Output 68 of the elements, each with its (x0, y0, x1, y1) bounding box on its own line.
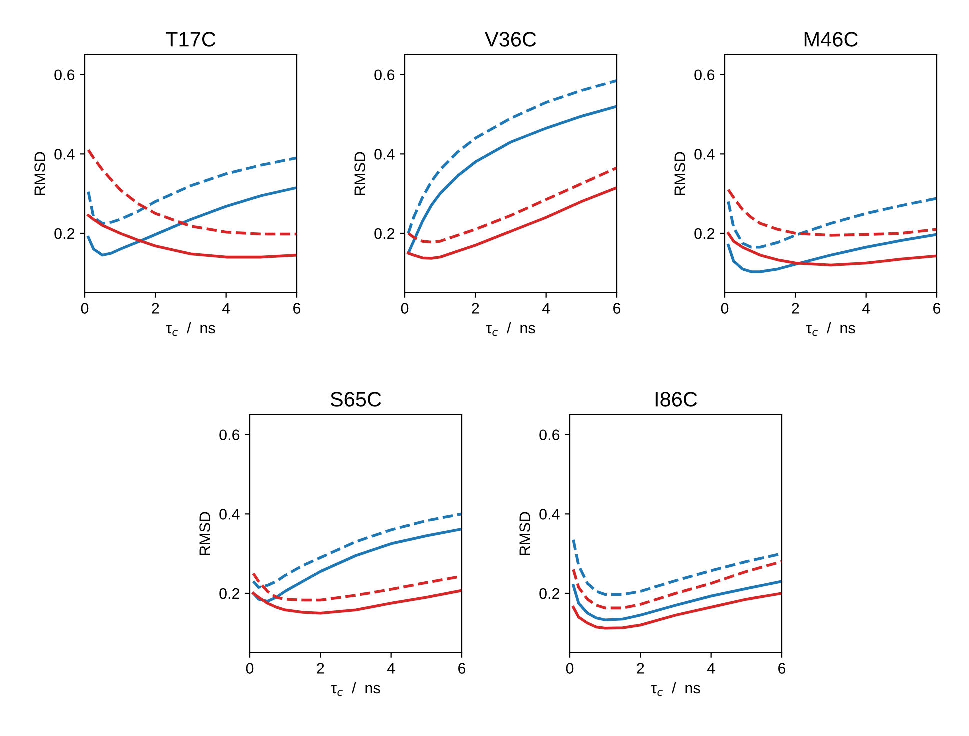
x-tick-label: 4 (387, 663, 396, 674)
line-series (252, 512, 462, 589)
x-axis-title: τ$_{c}$ / ns (651, 682, 700, 696)
y-tick-label: 0.6 (54, 70, 75, 81)
y-tick-label: 0.2 (54, 228, 75, 240)
line-series (572, 592, 782, 630)
y-tick-label: 0.6 (374, 70, 395, 81)
x-tick-label: 4 (222, 303, 230, 314)
x-tick-label: 4 (542, 303, 550, 314)
x-tick-label: 2 (637, 663, 644, 674)
line-series (407, 186, 617, 260)
y-tick-label: 0.2 (540, 588, 560, 600)
y-tick-label: 0.4 (540, 509, 560, 520)
line-series (87, 186, 297, 257)
y-tick-label: 0.4 (694, 149, 715, 160)
y-axis-title: RMSD (354, 152, 366, 196)
y-tick-label: 0.4 (220, 509, 240, 520)
line-series (727, 197, 937, 249)
x-tick-label: 6 (458, 663, 466, 674)
line-series (572, 580, 782, 622)
y-tick-label: 0.6 (540, 430, 560, 441)
y-tick-label: 0.2 (220, 588, 240, 600)
x-tick-label: 0 (401, 303, 409, 314)
y-tick-label: 0.2 (694, 228, 715, 240)
chart-title: V36C (485, 32, 536, 47)
y-axis-title: RMSD (674, 152, 686, 196)
x-tick-label: 2 (152, 303, 160, 314)
chart-title: S65C (330, 392, 382, 407)
x-tick-label: 0 (566, 663, 574, 674)
y-axis-title: RMSD (200, 512, 210, 556)
y-tick-label: 0.6 (694, 70, 715, 81)
x-tick-label: 0 (81, 303, 89, 314)
line-series (252, 528, 462, 603)
x-tick-label: 2 (472, 303, 480, 314)
line-series (727, 232, 937, 267)
line-series (407, 105, 617, 255)
line-series (87, 156, 297, 225)
chart-title: I86C (656, 392, 698, 407)
x-tick-label: 0 (246, 663, 254, 674)
line-series (87, 214, 297, 259)
y-tick-label: 0.4 (54, 149, 75, 160)
x-tick-label: 6 (934, 303, 941, 314)
x-axis-title: τ$_{c}$ / ns (331, 682, 380, 696)
x-tick-label: 6 (614, 303, 621, 314)
y-axis-title: RMSD (34, 152, 46, 196)
y-axis-title: RMSD (520, 512, 530, 556)
x-tick-label: 4 (862, 303, 870, 314)
x-tick-label: 6 (778, 663, 786, 674)
line-series (407, 166, 617, 244)
line-series (407, 79, 617, 235)
y-tick-label: 0.4 (374, 149, 395, 160)
x-tick-label: 2 (792, 303, 800, 314)
line-series (727, 188, 937, 237)
line-series (252, 589, 462, 615)
x-tick-label: 4 (707, 663, 716, 674)
line-series (572, 560, 782, 610)
x-axis-title: τ$_{c}$ / ns (486, 322, 536, 336)
x-axis-title: τ$_{c}$ / ns (806, 322, 856, 336)
x-axis-title: τ$_{c}$ / ns (166, 322, 216, 336)
x-tick-label: 6 (294, 303, 301, 314)
y-tick-label: 0.6 (220, 430, 240, 441)
y-tick-label: 0.2 (374, 228, 395, 240)
x-tick-label: 2 (317, 663, 324, 674)
chart-title: T17C (166, 32, 216, 47)
line-series (87, 148, 297, 236)
line-series (727, 233, 937, 274)
chart-title: M46C (804, 32, 858, 47)
x-tick-label: 0 (721, 303, 729, 314)
